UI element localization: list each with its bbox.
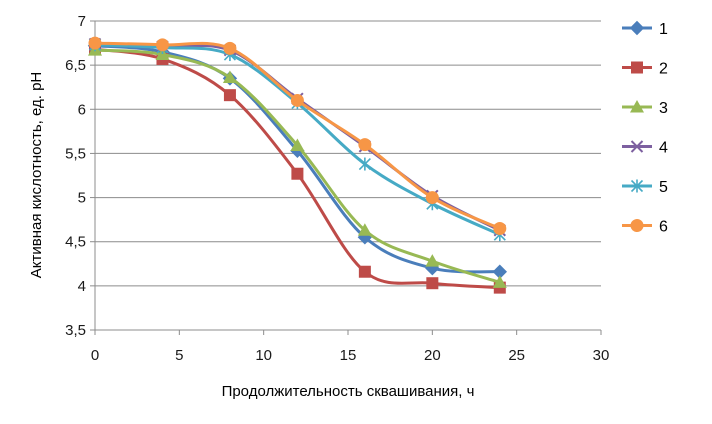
- legend-item-2: 2: [622, 61, 668, 78]
- legend-item-4: 4: [622, 140, 668, 157]
- data-point-2: [358, 265, 371, 278]
- legend-item-5: 5: [622, 179, 668, 196]
- legend-label: 6: [659, 219, 668, 236]
- data-point-2: [426, 277, 439, 290]
- y-tick-label: 6: [78, 101, 86, 118]
- y-tick-label: 5,5: [65, 145, 86, 162]
- marker-stroke: [630, 140, 644, 153]
- y-tick-label: 4,5: [65, 234, 86, 251]
- legend-label: 4: [659, 140, 668, 157]
- axes: [90, 20, 602, 335]
- data-point-3: [492, 275, 507, 288]
- data-point-6: [425, 191, 439, 205]
- legend-marker: [630, 219, 644, 232]
- legend-marker: [630, 100, 644, 113]
- data-point-3: [222, 70, 237, 84]
- y-tick-label: 7: [78, 13, 86, 30]
- data-point-3: [425, 254, 440, 267]
- data-point-2: [223, 89, 236, 102]
- x-tick-label: 10: [255, 347, 272, 364]
- legend-marker: [631, 61, 643, 74]
- legend-label: 3: [659, 100, 668, 117]
- legend-marker: [630, 179, 644, 193]
- legend-item-3: 3: [622, 100, 668, 117]
- legend-label: 5: [659, 179, 668, 196]
- data-point-2: [291, 167, 304, 180]
- data-series: [87, 36, 508, 294]
- data-point-6: [223, 41, 237, 55]
- x-tick-label: 5: [175, 347, 183, 364]
- legend-item-6: 6: [622, 219, 668, 236]
- tick-labels: 3,5 4 4,5 5 5,5 6 6,5 7 0 5 10 15 20 25 30: [65, 13, 609, 364]
- data-point-3: [357, 223, 372, 236]
- legend-item-1: 1: [622, 20, 668, 38]
- y-tick-label: 4: [78, 278, 86, 295]
- y-tick-label: 5: [78, 190, 86, 207]
- data-point-3: [290, 138, 305, 151]
- data-point-6: [290, 93, 304, 107]
- data-point-6: [493, 221, 507, 235]
- data-point-6: [155, 38, 169, 52]
- x-tick-label: 0: [91, 347, 99, 364]
- legend-marker: [630, 140, 644, 153]
- x-tick-label: 25: [508, 347, 525, 364]
- y-tick-label: 3,5: [65, 322, 86, 339]
- y-tick-label: 6,5: [65, 57, 86, 74]
- x-axis-title: Продолжительность сквашивания, ч: [222, 383, 475, 400]
- data-point-5: [358, 157, 371, 171]
- series-6: [88, 36, 507, 235]
- x-tick-label: 30: [593, 347, 610, 364]
- legend-label: 2: [659, 61, 668, 78]
- legend-label: 1: [659, 21, 668, 38]
- x-tick-label: 15: [340, 347, 357, 364]
- data-point-6: [88, 36, 102, 50]
- legend-marker: [629, 20, 645, 36]
- legend: 1 2 3 4 5 6: [622, 20, 668, 236]
- x-tick-label: 20: [424, 347, 441, 364]
- data-point-6: [358, 138, 372, 152]
- y-axis-title: Активная кислотность, ед. рН: [28, 72, 45, 279]
- series-3: [88, 43, 507, 288]
